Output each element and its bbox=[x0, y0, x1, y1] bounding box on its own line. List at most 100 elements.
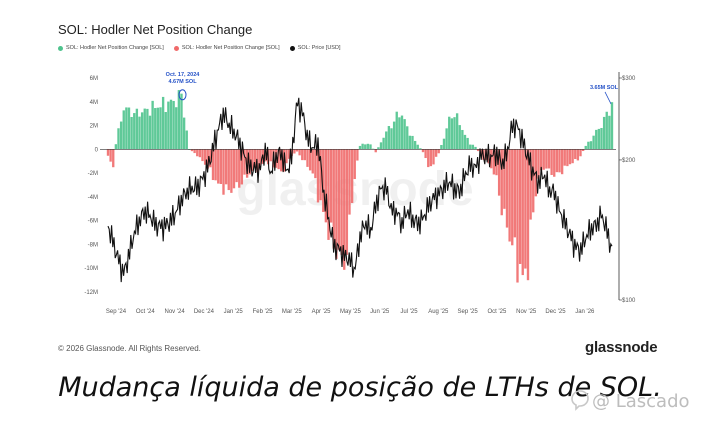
bar bbox=[154, 108, 157, 150]
bar bbox=[542, 149, 545, 170]
y-right-tick-label: $200 bbox=[622, 158, 636, 164]
y-left-tick-label: -8M bbox=[88, 242, 98, 248]
bar bbox=[524, 149, 527, 269]
bar bbox=[217, 149, 220, 184]
bar bbox=[185, 130, 188, 150]
bar bbox=[558, 149, 561, 173]
bar bbox=[379, 142, 383, 150]
bar bbox=[329, 149, 333, 223]
y-left-tick-label: 6M bbox=[90, 76, 98, 82]
bar bbox=[159, 107, 162, 150]
bar bbox=[203, 149, 207, 165]
annotation-arrow bbox=[604, 91, 612, 105]
bar bbox=[545, 149, 548, 169]
x-tick-label: Jan '26 bbox=[575, 309, 595, 315]
bar bbox=[492, 149, 496, 175]
bar bbox=[490, 149, 493, 169]
bar bbox=[539, 149, 543, 171]
legend-item-positive: SOL: Hodler Net Position Change [SOL] bbox=[58, 45, 164, 51]
bar bbox=[369, 144, 372, 150]
bar bbox=[335, 149, 338, 259]
bar bbox=[235, 149, 238, 183]
bar bbox=[453, 117, 456, 150]
bar bbox=[214, 149, 217, 181]
copyright-text: © 2026 Glassnode. All Rights Reserved. bbox=[58, 344, 201, 353]
bar bbox=[421, 149, 425, 153]
x-tick-label: Jan '25 bbox=[224, 309, 244, 315]
bar bbox=[516, 149, 519, 283]
x-tick-label: May '25 bbox=[340, 309, 361, 315]
bar bbox=[518, 149, 522, 264]
x-tick-label: Aug '25 bbox=[428, 309, 449, 315]
bar bbox=[400, 115, 404, 150]
bar bbox=[471, 144, 475, 150]
y-left-tick-label: 2M bbox=[90, 124, 98, 130]
x-tick-label: Nov '24 bbox=[165, 309, 186, 315]
bar bbox=[112, 149, 115, 168]
bar bbox=[416, 144, 419, 150]
bar bbox=[345, 149, 349, 255]
y-left-tick-label: -4M bbox=[88, 195, 98, 201]
bar bbox=[576, 149, 580, 161]
bar bbox=[574, 149, 577, 159]
bar bbox=[316, 149, 320, 203]
bar bbox=[553, 149, 556, 177]
legend-dot-price bbox=[289, 45, 295, 51]
bar bbox=[143, 108, 146, 150]
x-tick-label: Jun '25 bbox=[370, 309, 390, 315]
bar bbox=[122, 110, 125, 150]
y-left-tick-label: -2M bbox=[88, 171, 98, 177]
x-tick-label: Feb '25 bbox=[253, 309, 273, 315]
x-tick-label: Nov '25 bbox=[516, 309, 537, 315]
bar bbox=[319, 149, 322, 201]
bar bbox=[424, 149, 427, 159]
bar bbox=[209, 149, 212, 168]
y-left-tick-label: 0 bbox=[95, 147, 99, 153]
x-tick-label: Jul '25 bbox=[400, 309, 418, 315]
bar bbox=[448, 116, 451, 150]
x-tick-label: Dec '25 bbox=[545, 309, 566, 315]
bar bbox=[248, 149, 251, 175]
bar bbox=[238, 149, 241, 188]
bar bbox=[458, 125, 461, 150]
bar bbox=[566, 149, 569, 167]
bar bbox=[587, 141, 590, 150]
bar bbox=[251, 149, 254, 171]
bar bbox=[167, 101, 170, 150]
legend-label-negative: SOL: Hodler Net Position Change [SOL] bbox=[181, 45, 280, 51]
bar bbox=[350, 149, 354, 203]
bar bbox=[605, 111, 608, 150]
bar bbox=[560, 149, 564, 175]
bar bbox=[198, 149, 202, 158]
legend-label-positive: SOL: Hodler Net Position Change [SOL] bbox=[66, 45, 164, 51]
bar bbox=[597, 128, 601, 150]
annotation-label: 3.65M SOL bbox=[590, 85, 619, 91]
bar bbox=[366, 143, 370, 150]
legend-label-price: SOL: Price [USD] bbox=[297, 45, 341, 51]
bar bbox=[387, 126, 391, 150]
bar bbox=[201, 149, 204, 162]
bar bbox=[256, 149, 259, 173]
bar bbox=[584, 145, 587, 150]
bar bbox=[385, 131, 388, 150]
x-tick-label: Sep '25 bbox=[458, 309, 479, 315]
bar bbox=[106, 149, 110, 156]
bar bbox=[182, 117, 186, 150]
bar bbox=[287, 149, 291, 159]
watermark-logo-icon bbox=[571, 390, 589, 411]
bar bbox=[114, 144, 118, 150]
bars-group bbox=[106, 90, 614, 283]
price-group bbox=[107, 97, 613, 283]
bar bbox=[463, 134, 467, 150]
bar bbox=[125, 107, 128, 150]
y-right-tick-label: $100 bbox=[622, 298, 636, 304]
bar bbox=[156, 107, 160, 150]
bar bbox=[311, 149, 314, 174]
bar bbox=[461, 129, 464, 150]
bar bbox=[109, 149, 112, 162]
bar bbox=[537, 149, 540, 179]
bar bbox=[432, 149, 435, 165]
bar bbox=[442, 138, 446, 150]
bar bbox=[610, 102, 614, 150]
axes-group: 6M 4M 2M 0 -2M -4M -6M -8M -10M -12M $300 $200 $100 S… bbox=[84, 72, 636, 315]
